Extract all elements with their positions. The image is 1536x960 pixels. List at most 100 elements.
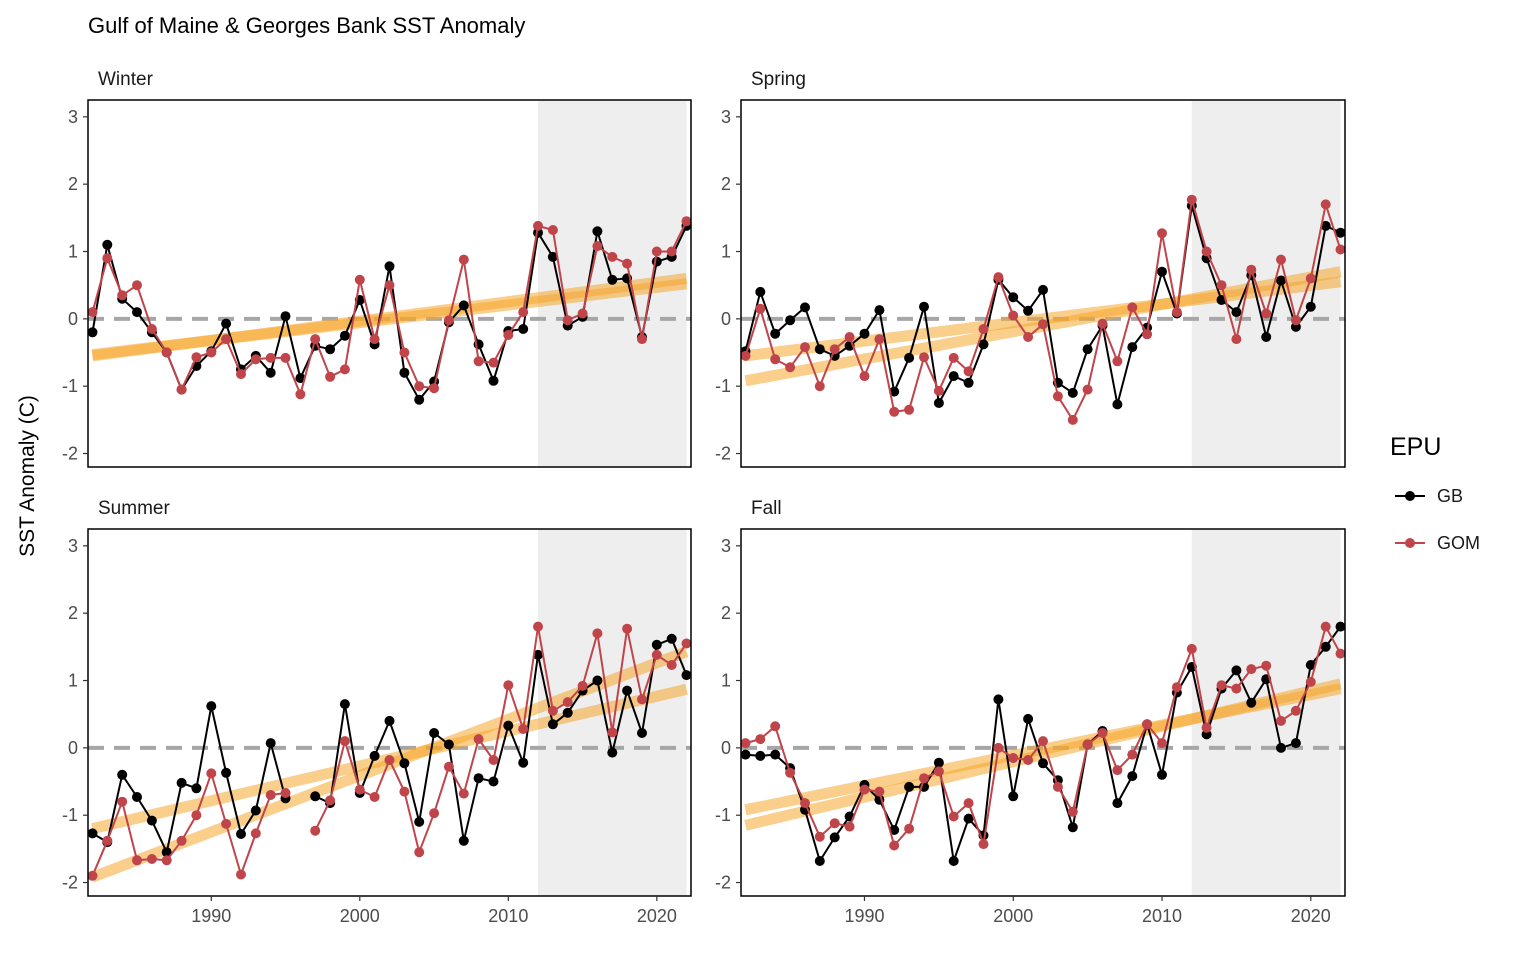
data-point-gb (963, 377, 974, 388)
data-point-gom (369, 334, 380, 345)
data-point-gb (874, 305, 885, 316)
data-point-gom (354, 274, 365, 285)
data-point-gb (1127, 342, 1138, 353)
legend: EPU GB GOM (1390, 433, 1480, 553)
data-point-gom (1038, 736, 1048, 747)
data-point-gom (814, 831, 825, 842)
data-point-gom (473, 356, 484, 367)
y-tick-label: 2 (68, 603, 78, 623)
data-point-gb (948, 856, 959, 866)
data-point-gb (369, 750, 380, 761)
data-point-gom (369, 792, 380, 802)
data-point-gb (384, 261, 395, 272)
data-point-gom (176, 384, 187, 395)
legend-label-gom: GOM (1437, 533, 1480, 553)
y-tick-label: 2 (68, 174, 78, 194)
data-point-gb (325, 344, 336, 355)
data-point-gb (666, 633, 677, 644)
data-point-gb (414, 394, 425, 405)
data-point-gom (770, 354, 781, 365)
data-point-gb (889, 825, 900, 835)
data-point-gom (562, 697, 573, 708)
data-point-gom (429, 383, 440, 394)
data-point-gom (740, 738, 751, 749)
data-point-gom (310, 334, 321, 345)
data-point-gom (1142, 329, 1153, 340)
x-tick-label: 2000 (993, 906, 1033, 926)
data-point-gb (161, 847, 172, 858)
data-point-gom (1305, 273, 1316, 284)
data-point-gb (562, 707, 573, 718)
data-point-gom (117, 290, 128, 301)
data-point-gom (325, 371, 336, 382)
data-point-gom (622, 258, 633, 269)
data-point-gom (1008, 310, 1019, 321)
x-tick-label: 1990 (191, 906, 231, 926)
series-gom (740, 621, 1346, 851)
data-point-gom (443, 315, 454, 326)
data-point-gb (339, 699, 350, 710)
data-point-gom (1082, 739, 1093, 750)
data-point-gom (607, 251, 618, 262)
data-point-gb (607, 747, 618, 758)
data-point-gb (770, 328, 781, 339)
data-point-gom (1142, 719, 1153, 730)
data-point-gom (1171, 682, 1182, 693)
data-point-gom (1290, 315, 1301, 326)
x-tick-label: 1990 (844, 906, 884, 926)
panel-border (87, 99, 692, 468)
data-point-gb (1290, 738, 1301, 749)
data-point-gb (1276, 275, 1286, 286)
data-point-gom (859, 371, 870, 382)
data-point-gb (87, 828, 98, 839)
data-point-gom (651, 246, 662, 257)
data-point-gb (1112, 798, 1123, 809)
data-point-gb (265, 738, 276, 749)
data-point-gom (102, 835, 113, 846)
data-point-gom (1157, 228, 1167, 239)
data-point-gom (310, 825, 321, 836)
panel-title-summer: Summer (98, 498, 170, 519)
data-point-gb (933, 757, 944, 768)
data-point-gom (666, 660, 677, 670)
data-point-gb (206, 701, 217, 712)
data-point-gom (1201, 722, 1212, 733)
data-point-gom (280, 788, 291, 798)
data-point-gb (978, 339, 989, 350)
data-point-gb (1246, 697, 1257, 708)
data-point-gb (1008, 791, 1019, 802)
panel-title-fall: Fall (751, 498, 782, 519)
series-gom (87, 216, 692, 400)
data-point-gom (1082, 384, 1093, 395)
legend-title: EPU (1390, 433, 1441, 461)
data-point-gb (681, 670, 692, 681)
legend-entry-gom: GOM (1395, 533, 1480, 553)
data-point-gom (1246, 664, 1257, 675)
y-tick-label: 3 (721, 536, 731, 556)
x-tick-label: 2010 (1142, 906, 1182, 926)
y-tick-label: -2 (62, 873, 78, 893)
data-point-gb (1335, 227, 1346, 238)
data-point-gom (1038, 319, 1048, 330)
data-point-gb (651, 256, 662, 267)
y-tick-label: 0 (721, 738, 731, 758)
data-point-gom (384, 280, 395, 291)
legend-label-gb: GB (1437, 486, 1463, 506)
data-point-gom (1171, 307, 1182, 318)
data-point-gom (547, 225, 558, 235)
data-point-gb (1127, 771, 1138, 782)
data-point-gb (993, 694, 1004, 705)
data-point-gb (814, 344, 825, 355)
y-tick-label: 3 (721, 107, 731, 127)
data-point-gom (221, 334, 232, 345)
panel-fall: Fall -2 -1 0 1 2 3 1990 2000 2010 2020 (715, 498, 1346, 926)
series-gom (87, 621, 692, 881)
legend-point-gb (1405, 491, 1415, 501)
y-tick-label: -1 (715, 805, 731, 825)
data-point-gom (651, 649, 662, 660)
data-point-gb (904, 781, 915, 792)
data-point-gb (1038, 758, 1048, 769)
data-point-gom (1186, 194, 1197, 205)
series-line-gom (314, 625, 688, 854)
data-point-gom (829, 818, 840, 829)
